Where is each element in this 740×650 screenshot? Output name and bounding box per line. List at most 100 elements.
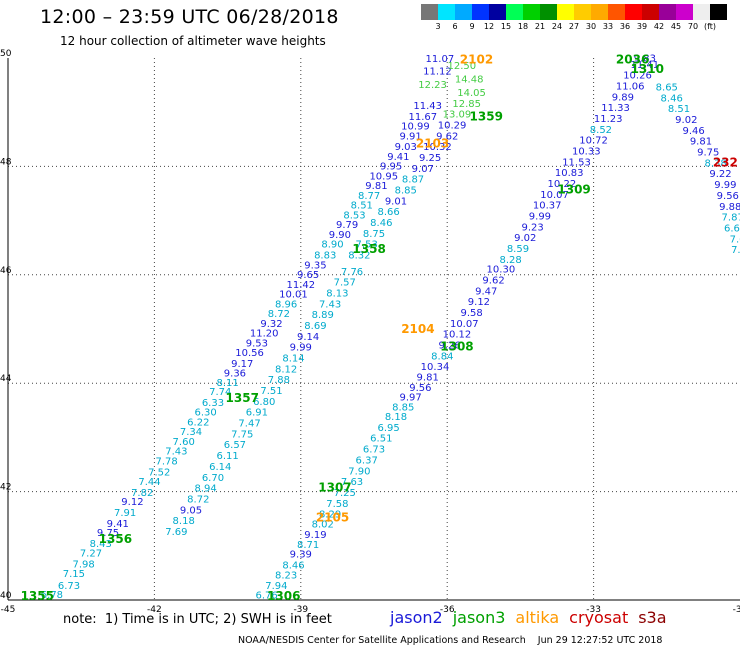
wave-height-label: 6.57 — [224, 440, 246, 451]
wave-height-label: 11.12 — [423, 66, 452, 77]
wave-height-label: 7.98 — [73, 559, 95, 570]
wave-height-label: 7.27 — [80, 549, 102, 560]
wave-height-label: 9.79 — [336, 220, 358, 231]
wave-height-label: 7.43 — [319, 299, 341, 310]
track-id-label: 2103 — [416, 136, 449, 150]
x-tick-label: -45 — [1, 605, 16, 615]
wave-height-label: 9.58 — [460, 308, 482, 319]
wave-height-label: 8.52 — [590, 125, 612, 136]
wave-height-label: 11.43 — [413, 101, 442, 112]
wave-height-label: 11.42 — [286, 280, 315, 291]
colorbar-label: 12 — [483, 22, 495, 31]
colorbar-swatch — [676, 4, 693, 20]
track-id-label: 1358 — [352, 242, 385, 256]
wave-height-label: 6.91 — [246, 408, 268, 419]
x-tick-label: -36 — [440, 605, 455, 615]
colorbar-swatch — [659, 4, 676, 20]
wave-height-label: 8.51 — [668, 104, 690, 115]
wave-height-label: 9.03 — [395, 142, 417, 153]
wave-height-label: 8.85 — [395, 186, 417, 197]
colorbar-swatch — [574, 4, 591, 20]
colorbar-label: 6 — [452, 22, 458, 31]
wave-height-label: 9.46 — [683, 126, 705, 137]
wave-height-label: 9.47 — [475, 286, 497, 297]
wave-height-label: 8.59 — [507, 244, 529, 255]
wave-height-label: 8.12 — [275, 364, 297, 375]
wave-height-label: 11.33 — [601, 103, 630, 114]
wave-height-label: 9.91 — [399, 131, 421, 142]
wave-height-label: 6.70 — [202, 473, 224, 484]
track-id-label: 2102 — [460, 52, 493, 66]
colorbar-swatch — [421, 4, 438, 20]
wave-height-label: 9.32 — [260, 319, 282, 330]
wave-height-label: 8.13 — [326, 288, 348, 299]
satellite-legend: jason2 jason3 altika cryosat s3a — [390, 608, 677, 627]
legend-item-jason3: jason3 — [452, 608, 506, 627]
wave-height-label: 8.71 — [297, 540, 319, 551]
wave-height-label: 7.60 — [173, 437, 195, 448]
wave-height-label: 9.81 — [690, 137, 712, 148]
colorbar-swatch — [523, 4, 540, 20]
colorbar-labels: 3 6 9 12 15 18 21 24 27 30 33 36 39 42 45 70 (ft) — [421, 22, 739, 34]
wave-height-label: 8.96 — [275, 299, 297, 310]
wave-height-label: 6.22 — [187, 417, 209, 428]
colorbar-label: (ft) — [703, 22, 717, 31]
wave-height-label: 7.87 — [722, 213, 740, 224]
wave-height-label: 7.69 — [165, 527, 187, 538]
wave-height-label: 12.85 — [452, 99, 481, 110]
wave-height-label: 9.23 — [521, 222, 543, 233]
wave-height-label: 7.6 — [730, 234, 740, 245]
wave-height-label: 9.99 — [290, 343, 312, 354]
wave-height-label: 6.14 — [209, 462, 231, 473]
wave-height-label: 8.77 — [358, 191, 380, 202]
wave-height-label: 9.36 — [224, 369, 246, 380]
wave-height-label: 9.14 — [297, 332, 319, 343]
wave-height-label: 8.87 — [402, 175, 424, 186]
colorbar-swatch — [540, 4, 557, 20]
legend-item-jason2: jason2 — [390, 608, 443, 627]
legend-item-s3a: s3a — [638, 608, 667, 627]
colorbar-label: 18 — [517, 22, 529, 31]
wave-height-label: 14.05 — [457, 88, 486, 99]
tick-labels: -45 -42 -39 -36 -33 -30 40 42 44 46 48 50 — [0, 49, 740, 615]
wave-height-label: 10.26 — [623, 71, 652, 82]
wave-height-label: 8.89 — [312, 310, 334, 321]
wave-height-label: 9.41 — [107, 519, 129, 530]
wave-height-label: 7.44 — [138, 477, 160, 488]
wave-height-label: 10.95 — [369, 171, 398, 182]
wave-height-label: 9.75 — [97, 528, 119, 539]
wave-height-label: 9.81 — [365, 181, 387, 192]
wave-height-label: 6.95 — [378, 423, 400, 434]
wave-height-label: 11.07 — [426, 54, 455, 65]
wave-height-label: 10.33 — [572, 146, 601, 157]
wave-height-label: 8.18 — [385, 412, 407, 423]
colorbar-swatch — [693, 4, 710, 20]
wave-height-label: 9.62 — [482, 275, 504, 286]
wave-height-label: 7.74 — [209, 387, 231, 398]
chart-title: 12:00 – 23:59 UTC 06/28/2018 — [40, 6, 339, 28]
track-id-label: 1308 — [440, 340, 473, 354]
track-id-label: 1357 — [226, 391, 259, 405]
colorbar-swatch — [455, 4, 472, 20]
wave-height-label: 9.99 — [714, 180, 736, 191]
wave-height-label: 6.80 — [253, 397, 275, 408]
colorbar-swatch — [625, 4, 642, 20]
chart-subtitle: 12 hour collection of altimeter wave hei… — [60, 34, 326, 48]
wave-height-label: 9.83 — [634, 53, 656, 64]
wave-height-label: 6.63 — [724, 223, 740, 234]
wave-height-label: 7.63 — [341, 477, 363, 488]
wave-height-label: 6.30 — [195, 408, 217, 419]
colorbar-label: 70 — [687, 22, 699, 31]
y-tick-label: 50 — [0, 49, 12, 59]
wave-height-label: 10.12 — [443, 330, 472, 341]
wave-height-label: 7.51 — [260, 386, 282, 397]
wave-height-label: 9.62 — [436, 131, 458, 142]
track-id-label: 2105 — [316, 510, 349, 524]
data-labels: 6.786.737.157.987.278.439.759.417.919.12… — [41, 53, 740, 601]
colorbar-swatch — [489, 4, 506, 20]
wave-height-label: 8.83 — [314, 251, 336, 262]
wave-height-label: 9.25 — [419, 153, 441, 164]
colorbar-swatch — [472, 4, 489, 20]
wave-height-label: 6.37 — [356, 455, 378, 466]
wave-height-label: 8.29 — [319, 510, 341, 521]
